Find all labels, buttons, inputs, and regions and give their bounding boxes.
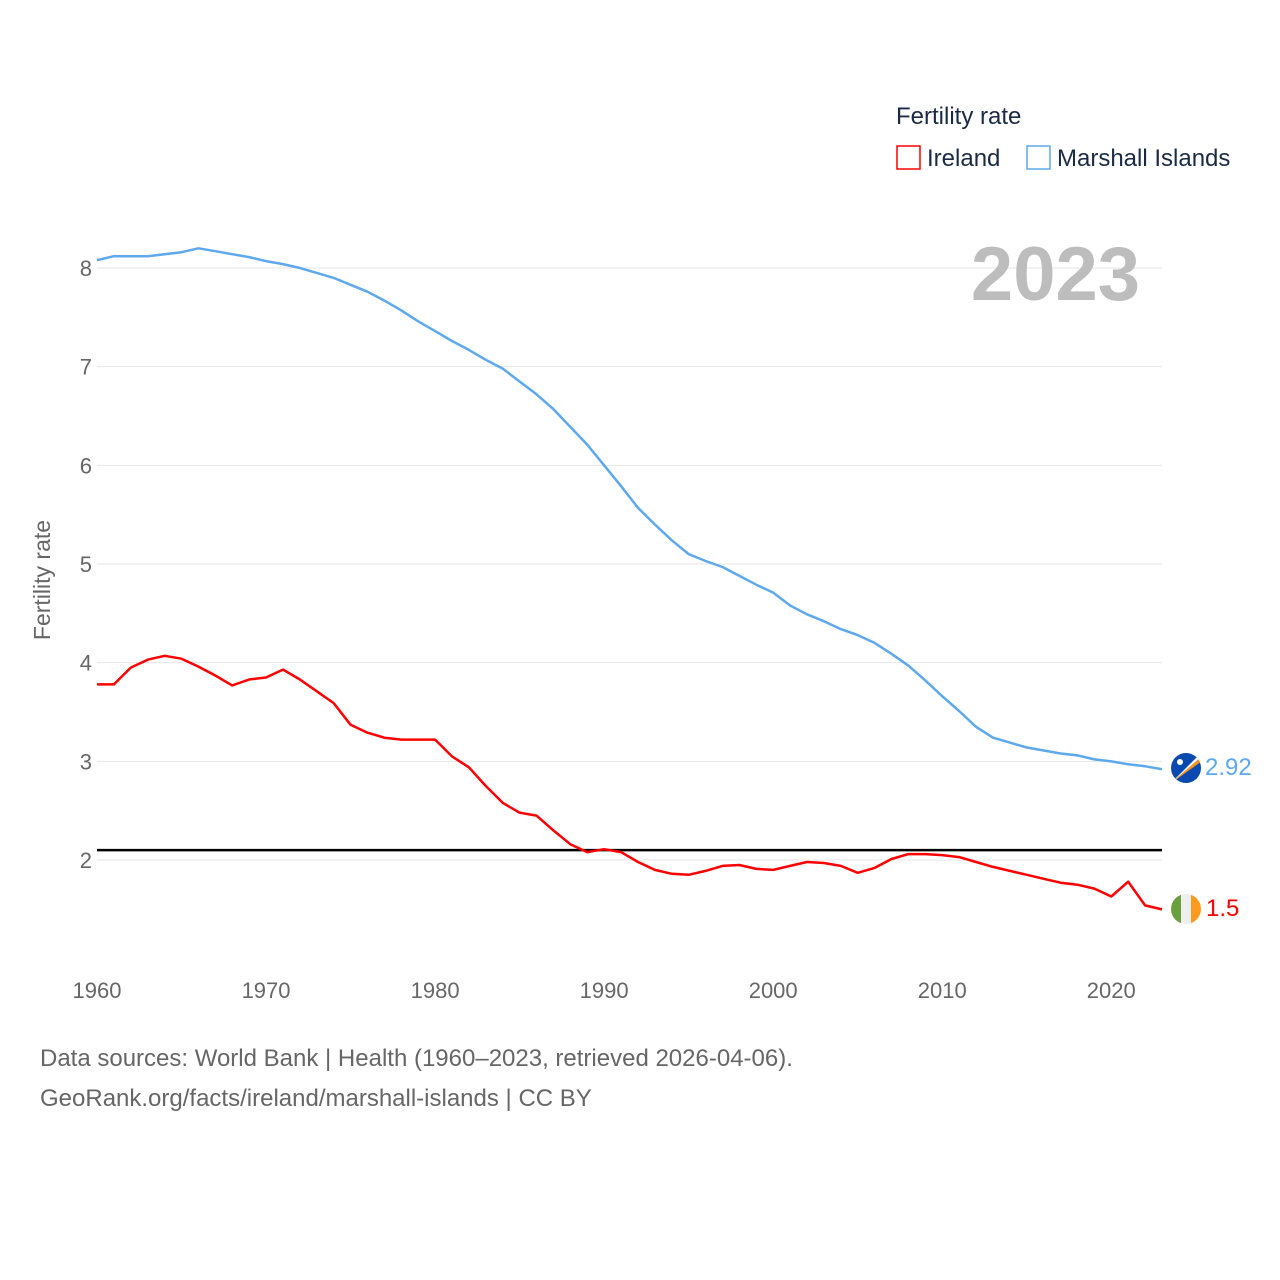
legend-item-ireland[interactable]: Ireland <box>896 145 1000 172</box>
x-tick-label: 1960 <box>73 978 122 1003</box>
y-axis-ticks: 2 3 4 5 6 7 8 <box>80 256 92 873</box>
ireland-flag-icon <box>1171 894 1201 924</box>
y-tick-label: 8 <box>80 256 92 281</box>
x-tick-label: 2000 <box>749 978 798 1003</box>
legend-swatch-marshall-islands <box>1026 145 1051 170</box>
x-tick-label: 2010 <box>918 978 967 1003</box>
legend-title: Fertility rate <box>896 103 1021 130</box>
legend-item-marshall-islands[interactable]: Marshall Islands <box>1026 145 1230 172</box>
x-tick-label: 1990 <box>580 978 629 1003</box>
x-axis-ticks: 1960 1970 1980 1990 2000 2010 2020 <box>73 978 1136 1003</box>
y-tick-label: 2 <box>80 848 92 873</box>
end-label-marshall-islands: 2.92 <box>1205 754 1252 781</box>
series-lines <box>96 247 1163 911</box>
series-line-ireland <box>97 654 1163 911</box>
end-label-ireland: 1.5 <box>1206 895 1239 922</box>
y-tick-label: 6 <box>80 453 92 478</box>
year-badge: 2023 <box>971 232 1140 317</box>
x-tick-label: 1980 <box>411 978 460 1003</box>
legend-swatch-ireland <box>896 145 921 170</box>
y-axis-label: Fertility rate <box>29 520 55 640</box>
footer-sources: Data sources: World Bank | Health (1960–… <box>40 1045 793 1072</box>
y-tick-label: 3 <box>80 749 92 774</box>
series-line-marshall-islands <box>96 247 1163 771</box>
x-tick-label: 1970 <box>242 978 291 1003</box>
y-tick-label: 7 <box>80 355 92 380</box>
marshall-islands-flag-icon <box>1171 753 1201 783</box>
legend-label-marshall-islands: Marshall Islands <box>1057 145 1230 172</box>
footer-credit[interactable]: GeoRank.org/facts/ireland/marshall-islan… <box>40 1085 592 1112</box>
x-tick-label: 2020 <box>1087 978 1136 1003</box>
gridlines <box>97 267 1162 861</box>
legend: Fertility rate Ireland Marshall Islands <box>896 103 1230 172</box>
legend-label-ireland: Ireland <box>927 145 1000 172</box>
y-tick-label: 5 <box>80 552 92 577</box>
y-tick-label: 4 <box>80 651 92 676</box>
